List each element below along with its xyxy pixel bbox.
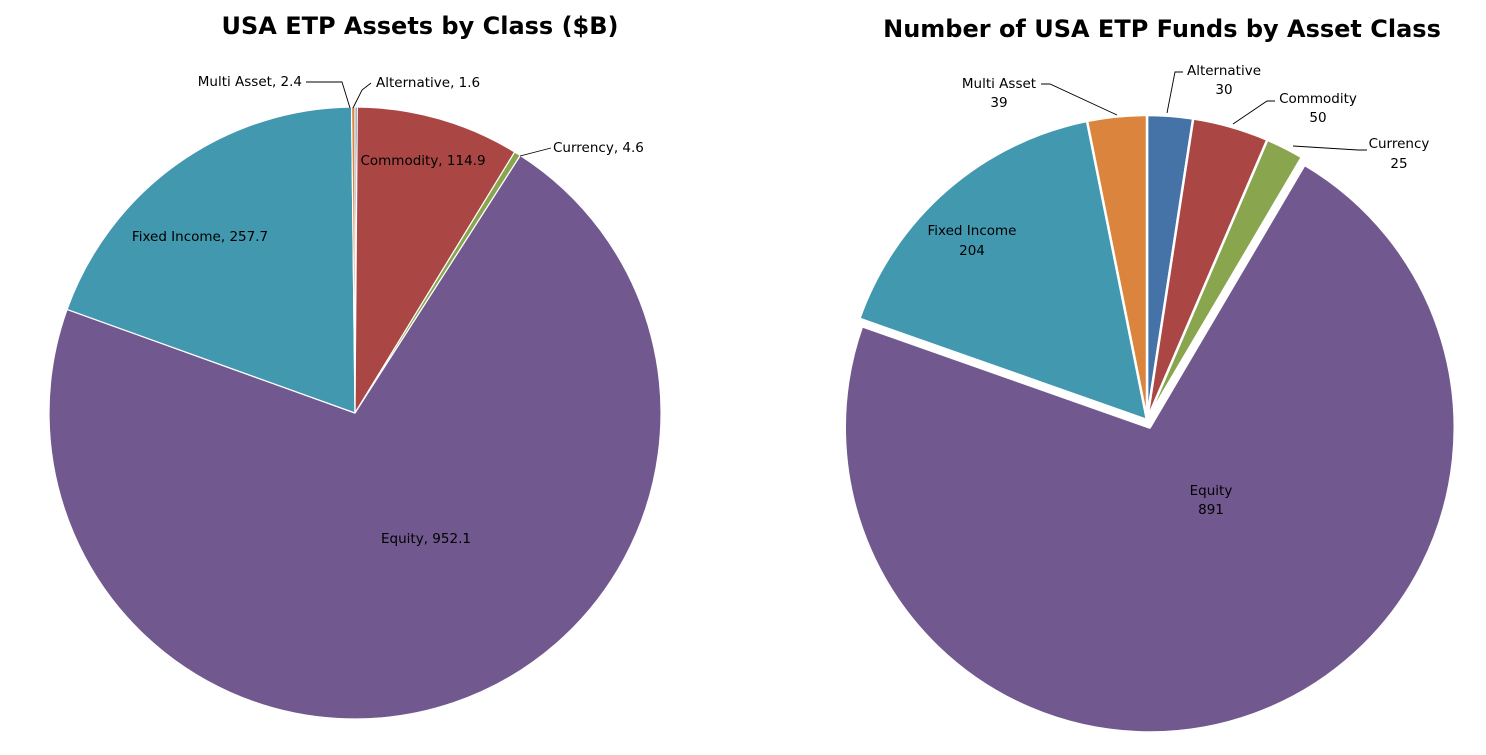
leader-line-multi-asset — [306, 81, 351, 109]
assets-slice-labels: Alternative, 1.6 Commodity, 114.9 Currency… — [132, 74, 644, 547]
slice-label-fixed-income: Fixed Income — [928, 223, 1017, 239]
pie-slice-currency — [1145, 138, 1304, 422]
pie-slice-fixed-income — [66, 106, 356, 414]
pie-slice-multi-asset — [1085, 113, 1149, 422]
slice-label-currency: Currency — [1369, 136, 1430, 152]
assets-pie-slices — [48, 106, 662, 720]
slice-value-alternative: 30 — [1215, 82, 1232, 98]
slice-label-multi-asset: Multi Asset, 2.4 — [198, 74, 302, 90]
slice-label-multi-asset: Multi Asset — [962, 76, 1036, 92]
leader-line-currency — [1292, 145, 1367, 151]
slice-label-alternative: Alternative — [1187, 63, 1261, 79]
slice-value-commodity: 50 — [1309, 110, 1326, 126]
funds-pie-chart: Number of USA ETP Funds by Asset Class A… — [843, 15, 1456, 734]
leader-line-alternative — [1166, 71, 1183, 114]
assets-leader-lines — [306, 81, 552, 157]
assets-pie-chart: USA ETP Assets by Class ($B) Alternative… — [48, 12, 662, 720]
slice-label-commodity: Commodity, 114.9 — [360, 153, 485, 169]
slice-label-equity: Equity — [1190, 483, 1233, 499]
slice-label-equity: Equity, 952.1 — [381, 531, 471, 547]
slice-label-fixed-income: Fixed Income, 257.7 — [132, 229, 268, 245]
leader-line-commodity — [1232, 100, 1275, 125]
funds-slice-labels: Alternative 30 Commodity 50 Currency 25 Equity… — [928, 63, 1430, 518]
pie-slice-equity — [843, 163, 1456, 734]
funds-chart-title: Number of USA ETP Funds by Asset Class — [883, 15, 1441, 43]
slice-value-multi-asset: 39 — [990, 95, 1007, 111]
pie-slice-fixed-income — [858, 119, 1149, 422]
funds-leader-lines — [1041, 71, 1367, 151]
slice-label-currency: Currency, 4.6 — [553, 140, 644, 156]
slice-label-alternative: Alternative, 1.6 — [376, 75, 480, 91]
slice-label-commodity: Commodity — [1279, 91, 1357, 107]
leader-line-multi-asset — [1041, 83, 1118, 116]
slice-value-equity: 891 — [1198, 502, 1224, 518]
slice-value-fixed-income: 204 — [959, 243, 985, 259]
funds-pie-slices — [843, 113, 1456, 734]
pie-slice-commodity — [354, 106, 516, 414]
assets-chart-title: USA ETP Assets by Class ($B) — [221, 12, 618, 40]
leader-line-currency — [519, 147, 552, 157]
pie-slice-equity — [48, 154, 662, 720]
leader-line-alternative — [352, 82, 372, 109]
slice-value-currency: 25 — [1390, 156, 1407, 172]
